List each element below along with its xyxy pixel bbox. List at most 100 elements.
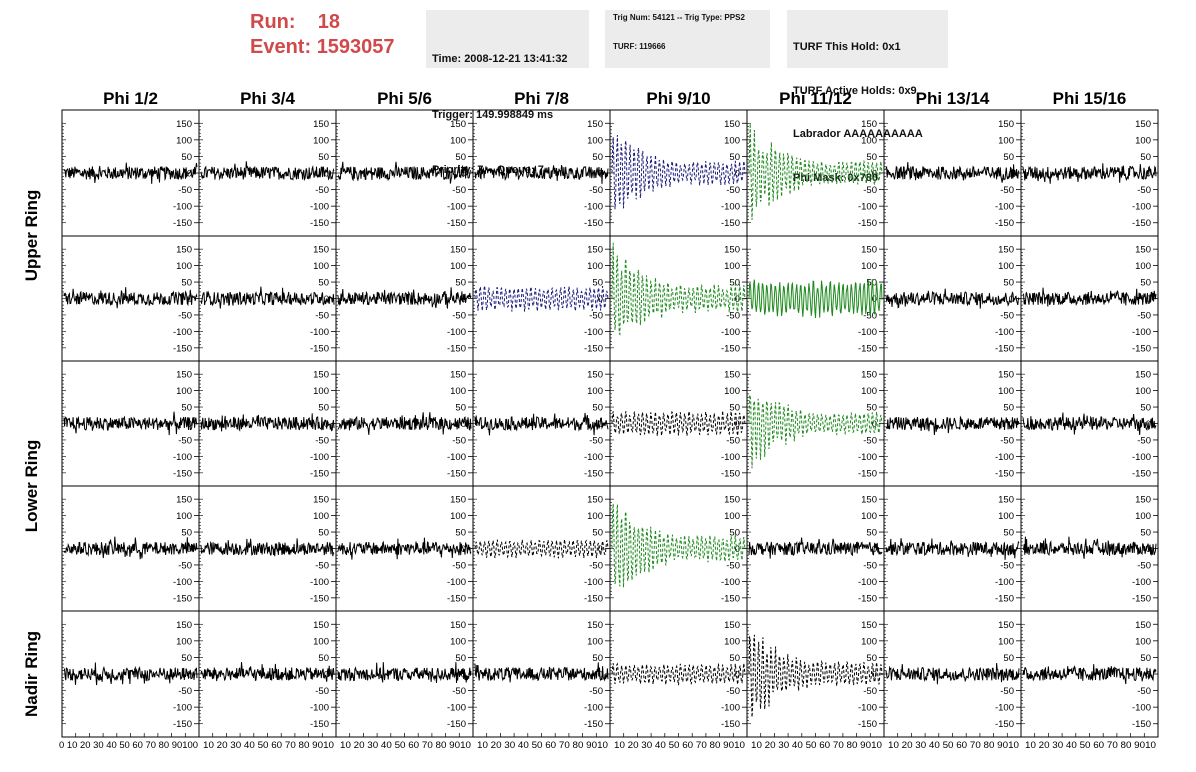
y-tick-label: 150	[998, 370, 1014, 381]
waveform-trace	[885, 288, 1020, 309]
waveform-trace	[200, 286, 335, 309]
y-tick-label: -150	[858, 468, 877, 479]
y-tick-label: -150	[584, 593, 603, 604]
y-tick-label: -100	[447, 327, 466, 338]
y-tick-label: -50	[863, 686, 877, 697]
event-label: Event:	[250, 36, 312, 58]
turf-info-panel: TURF This Hold: 0x1 TURF Active Holds: 0…	[787, 10, 948, 184]
y-tick-label: -150	[1132, 593, 1151, 604]
y-tick-label: 100	[450, 386, 466, 397]
y-tick-label: -100	[1132, 703, 1151, 714]
waveform-trace	[474, 412, 609, 436]
y-tick-label: 50	[1003, 152, 1014, 163]
y-tick-label: -100	[173, 452, 192, 463]
y-tick-label: -50	[863, 185, 877, 196]
y-tick-label: 50	[181, 152, 192, 163]
y-tick-label: -100	[995, 577, 1014, 588]
time-text: Time: 2008-12-21 13:41:32	[432, 53, 568, 65]
y-tick-label: 50	[592, 653, 603, 664]
y-tick-label: -50	[1137, 310, 1151, 321]
column-title: Phi 1/2	[103, 89, 158, 108]
y-tick-label: 50	[318, 278, 329, 289]
y-tick-label: 100	[450, 261, 466, 272]
row-title: Nadir Ring	[22, 631, 41, 717]
y-tick-label: -50	[1000, 310, 1014, 321]
y-tick-label: -50	[863, 560, 877, 571]
y-tick-label: 50	[592, 278, 603, 289]
y-tick-label: -100	[310, 327, 329, 338]
y-tick-label: -150	[721, 593, 740, 604]
y-tick-label: -50	[1000, 686, 1014, 697]
y-tick-label: -100	[721, 703, 740, 714]
y-tick-label: 50	[729, 278, 740, 289]
y-tick-label: -100	[1132, 577, 1151, 588]
y-tick-label: 0	[735, 169, 740, 180]
y-tick-label: -100	[721, 452, 740, 463]
y-tick-label: 50	[455, 152, 466, 163]
y-tick-label: -150	[310, 468, 329, 479]
y-tick-label: 100	[587, 135, 603, 146]
y-tick-label: -150	[310, 719, 329, 730]
y-tick-label: 0	[735, 294, 740, 305]
y-tick-label: -50	[1137, 185, 1151, 196]
y-tick-label: -100	[721, 577, 740, 588]
x-tick-labels: 10 20 30 40 50 60 70 80 9010	[888, 740, 1019, 751]
y-tick-label: 50	[866, 528, 877, 539]
y-tick-label: -150	[173, 593, 192, 604]
y-tick-label: -100	[310, 452, 329, 463]
y-tick-label: -150	[584, 719, 603, 730]
y-tick-label: 100	[587, 386, 603, 397]
y-tick-label: 50	[181, 278, 192, 289]
x-tick-labels: 10 20 30 40 50 60 70 80 9010	[1025, 740, 1156, 751]
y-tick-label: -100	[858, 703, 877, 714]
y-tick-label: -50	[178, 560, 192, 571]
run-line: Run: 18	[250, 10, 395, 35]
y-tick-label: -100	[584, 577, 603, 588]
y-tick-label: -150	[447, 468, 466, 479]
y-tick-label: -150	[173, 719, 192, 730]
y-tick-label: -150	[584, 468, 603, 479]
turf-text: TURF: 119666	[613, 42, 666, 51]
y-tick-label: -150	[1132, 218, 1151, 229]
y-tick-label: 50	[318, 152, 329, 163]
column-title: Phi 11/12	[779, 89, 852, 108]
column-title: Phi 13/14	[916, 89, 990, 108]
y-tick-label: 50	[592, 403, 603, 414]
y-tick-label: 100	[450, 511, 466, 522]
y-tick-label: 150	[1135, 620, 1151, 631]
y-tick-label: -100	[173, 577, 192, 588]
y-tick-label: -150	[858, 343, 877, 354]
y-tick-label: 50	[455, 653, 466, 664]
waveform-trace	[200, 538, 335, 557]
y-tick-label: -150	[721, 218, 740, 229]
waveform-trace	[885, 415, 1020, 435]
y-tick-label: 150	[724, 119, 740, 130]
y-tick-label: 0	[735, 419, 740, 430]
y-tick-label: -150	[310, 593, 329, 604]
y-tick-label: 0	[187, 419, 192, 430]
y-tick-label: -100	[173, 327, 192, 338]
y-tick-label: -50	[178, 185, 192, 196]
y-tick-label: 150	[1135, 495, 1151, 506]
y-tick-label: -50	[589, 435, 603, 446]
y-tick-label: -100	[995, 452, 1014, 463]
column-title: Phi 5/6	[377, 89, 432, 108]
y-tick-label: -150	[858, 719, 877, 730]
y-tick-label: 150	[587, 620, 603, 631]
y-tick-label: 150	[587, 119, 603, 130]
y-tick-label: -50	[726, 560, 740, 571]
waveform-trace	[200, 662, 335, 682]
y-tick-label: -100	[310, 703, 329, 714]
waveform-trace	[611, 503, 746, 588]
y-tick-label: -100	[584, 452, 603, 463]
y-tick-label: 150	[1135, 245, 1151, 256]
y-tick-label: -100	[858, 202, 877, 213]
y-tick-label: 100	[176, 636, 192, 647]
y-tick-label: 100	[176, 261, 192, 272]
y-tick-label: 50	[1003, 403, 1014, 414]
y-tick-label: 100	[587, 511, 603, 522]
y-tick-label: 0	[324, 169, 329, 180]
y-tick-label: 100	[998, 511, 1014, 522]
y-tick-label: -100	[858, 577, 877, 588]
y-tick-label: -50	[315, 310, 329, 321]
